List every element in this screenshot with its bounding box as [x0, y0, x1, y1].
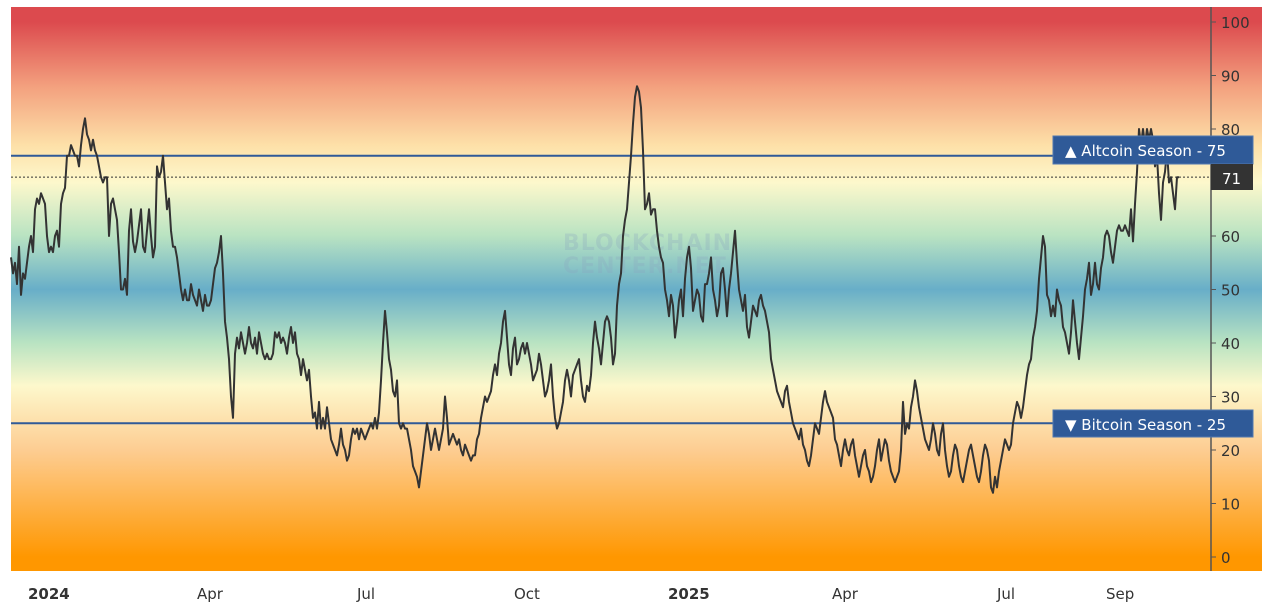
x-tick-label: Sep [1106, 585, 1134, 603]
x-tick-label: 2024 [28, 585, 70, 603]
altcoin-index-line [10, 85, 1179, 494]
watermark-line-2: CENTER.NET [563, 254, 727, 279]
threshold-lines [11, 154, 1053, 425]
altcoin-season-tag-bg [1052, 135, 1254, 165]
x-tick-label: 2025 [668, 585, 710, 603]
altcoin-season-label: ▲ Altcoin Season - 75 [1065, 142, 1226, 160]
y-tick-label: 60 [1221, 228, 1240, 246]
y-tick-label: 40 [1221, 335, 1240, 353]
current-value-label: 71 [1222, 170, 1241, 188]
x-tick-label: Jul [996, 585, 1015, 603]
bitcoin-season-tag: ▼ Bitcoin Season - 25 [1052, 409, 1254, 438]
bitcoin-season-label: ▼ Bitcoin Season - 25 [1065, 416, 1226, 434]
y-tick-label: 0 [1221, 549, 1231, 567]
x-tick-label: Apr [197, 585, 224, 603]
x-tick-label: Jul [356, 585, 375, 603]
y-axis-ticks: 0 10 20 30 40 50 60 80 90 100 [1211, 14, 1250, 567]
bitcoin-season-tag-bg [1052, 409, 1254, 438]
x-tick-label: Oct [514, 585, 540, 603]
y-tick-label: 50 [1221, 282, 1240, 300]
x-tick-label: Apr [832, 585, 859, 603]
y-tick-label: 20 [1221, 442, 1240, 460]
current-value-tag: 71 [1211, 164, 1253, 190]
altcoin-season-tag: ▲ Altcoin Season - 75 [1052, 135, 1254, 165]
current-value-tag-bg [1211, 164, 1253, 190]
y-tick-label: 90 [1221, 68, 1240, 86]
y-tick-label: 10 [1221, 496, 1240, 514]
gradient-background [11, 7, 1262, 571]
y-tick-label: 100 [1221, 14, 1250, 32]
y-tick-label: 30 [1221, 389, 1240, 407]
watermark: BLOCKCHAIN CENTER.NET [563, 231, 732, 279]
x-axis-labels: 2024 Apr Jul Oct 2025 Apr Jul Sep [28, 585, 1134, 603]
y-tick-label: 80 [1221, 121, 1240, 139]
watermark-line-1: BLOCKCHAIN [563, 231, 732, 256]
